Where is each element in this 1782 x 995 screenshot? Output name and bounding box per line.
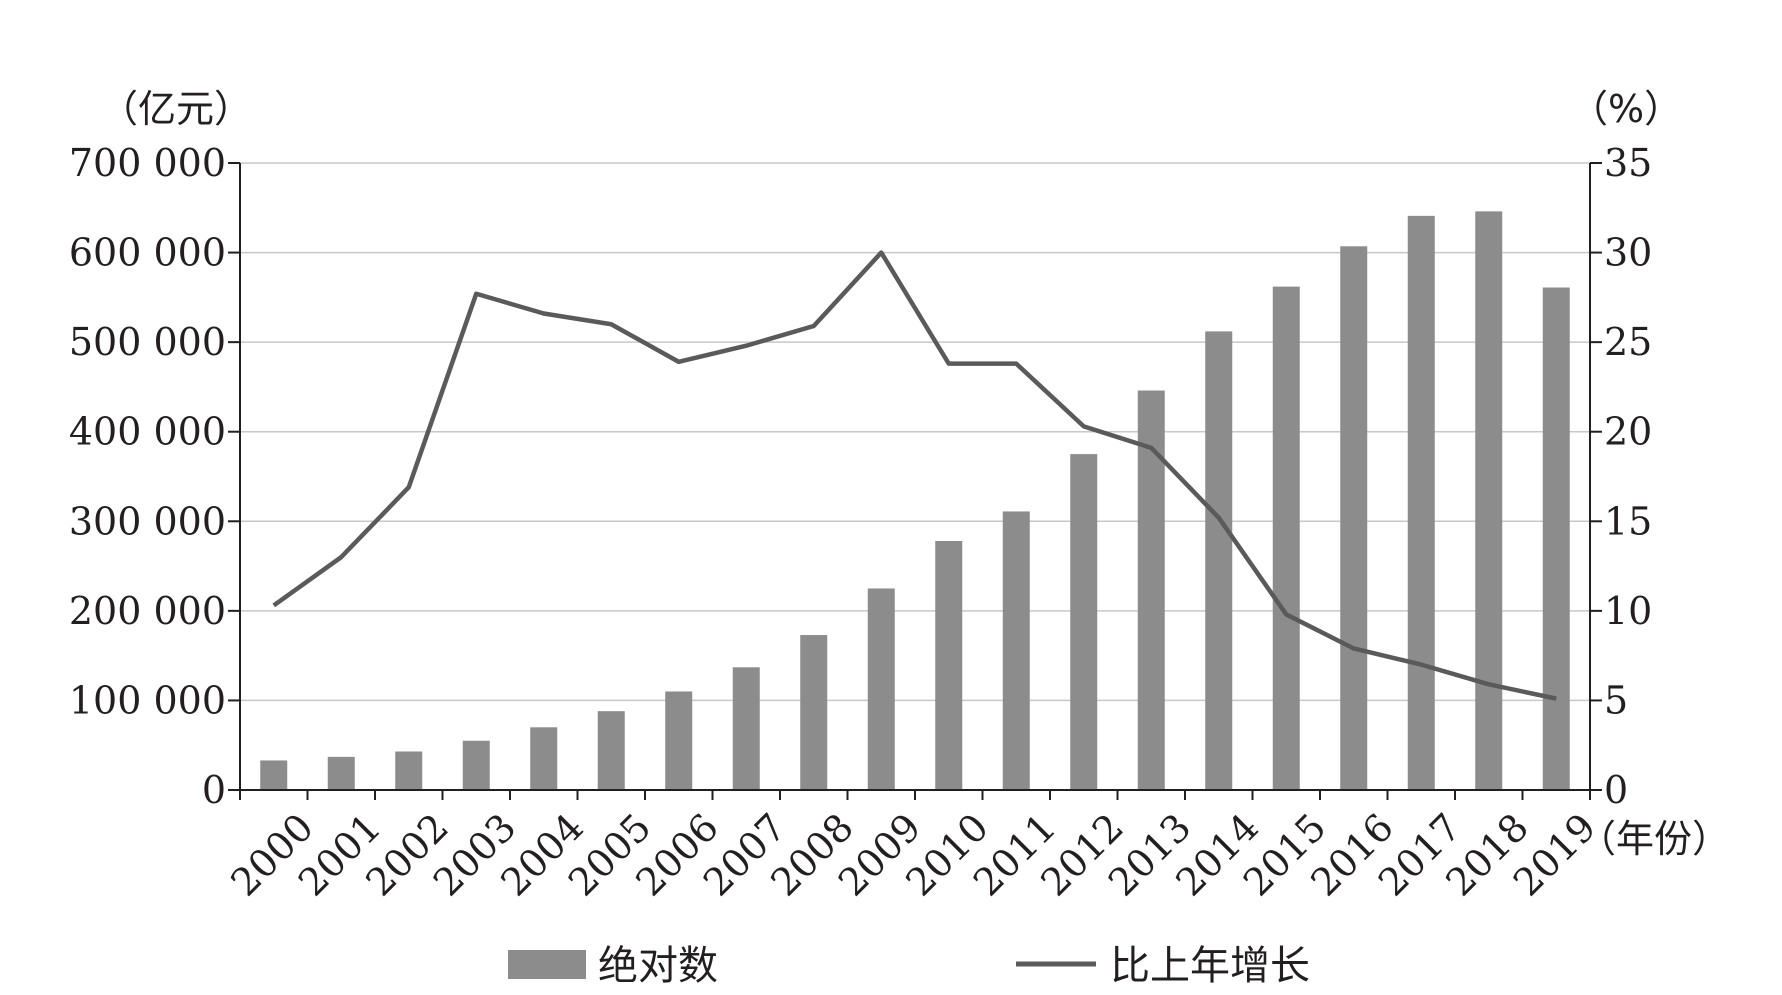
- y-tick-label-right: 20: [1604, 410, 1652, 454]
- y-tick-label-left: 600 000: [69, 231, 226, 275]
- y-axis-left-label: （亿元）: [100, 87, 252, 131]
- bar: [935, 540, 963, 790]
- y-tick-label-right: 10: [1604, 589, 1652, 633]
- bar: [1205, 331, 1233, 790]
- y-tick-label-left: 500 000: [69, 320, 226, 364]
- axis-labels: （亿元） （%） （年份）: [100, 87, 1730, 861]
- bar: [327, 756, 355, 790]
- line-series: [272, 250, 1557, 701]
- bar: [1542, 287, 1570, 790]
- bar: [597, 711, 625, 790]
- y-tick-label-left: 100 000: [69, 678, 226, 722]
- bar: [867, 588, 895, 790]
- y-axis-right-label: （%）: [1570, 87, 1682, 131]
- y-tick-label-right: 25: [1604, 320, 1652, 364]
- bar: [260, 760, 288, 790]
- legend-label-line: 比上年增长: [1110, 943, 1310, 989]
- y-tick-label-right: 35: [1604, 141, 1652, 185]
- y-tick-label-right: 15: [1604, 499, 1652, 543]
- bar: [732, 667, 760, 790]
- bar: [395, 751, 423, 790]
- bar: [1070, 454, 1098, 790]
- legend-swatch-bar: [508, 950, 586, 979]
- grid-lines: [240, 162, 1590, 702]
- y-tick-label-left: 300 000: [69, 499, 226, 543]
- y-tick-label-left: 700 000: [69, 141, 226, 185]
- x-axis-label: （年份）: [1578, 817, 1730, 861]
- y-tick-label-left: 0: [202, 768, 226, 812]
- legend: 绝对数 比上年增长: [508, 943, 1310, 989]
- bar: [1002, 511, 1030, 790]
- bar: [462, 740, 490, 790]
- legend-label-bar: 绝对数: [598, 943, 718, 989]
- bar: [1340, 246, 1368, 791]
- bar-series: [260, 211, 1570, 791]
- y-tick-label-right: 5: [1604, 678, 1628, 722]
- y-tick-label-left: 200 000: [69, 589, 226, 633]
- y-tick-label-right: 0: [1604, 768, 1628, 812]
- growth-line: [272, 250, 1557, 701]
- bar: [665, 691, 693, 790]
- bar: [1475, 211, 1503, 790]
- bar: [1272, 286, 1300, 790]
- bar: [530, 727, 558, 790]
- bar: [1407, 215, 1435, 790]
- bar: [800, 635, 828, 790]
- y-tick-label-right: 30: [1604, 231, 1652, 275]
- y-tick-label-left: 400 000: [69, 410, 226, 454]
